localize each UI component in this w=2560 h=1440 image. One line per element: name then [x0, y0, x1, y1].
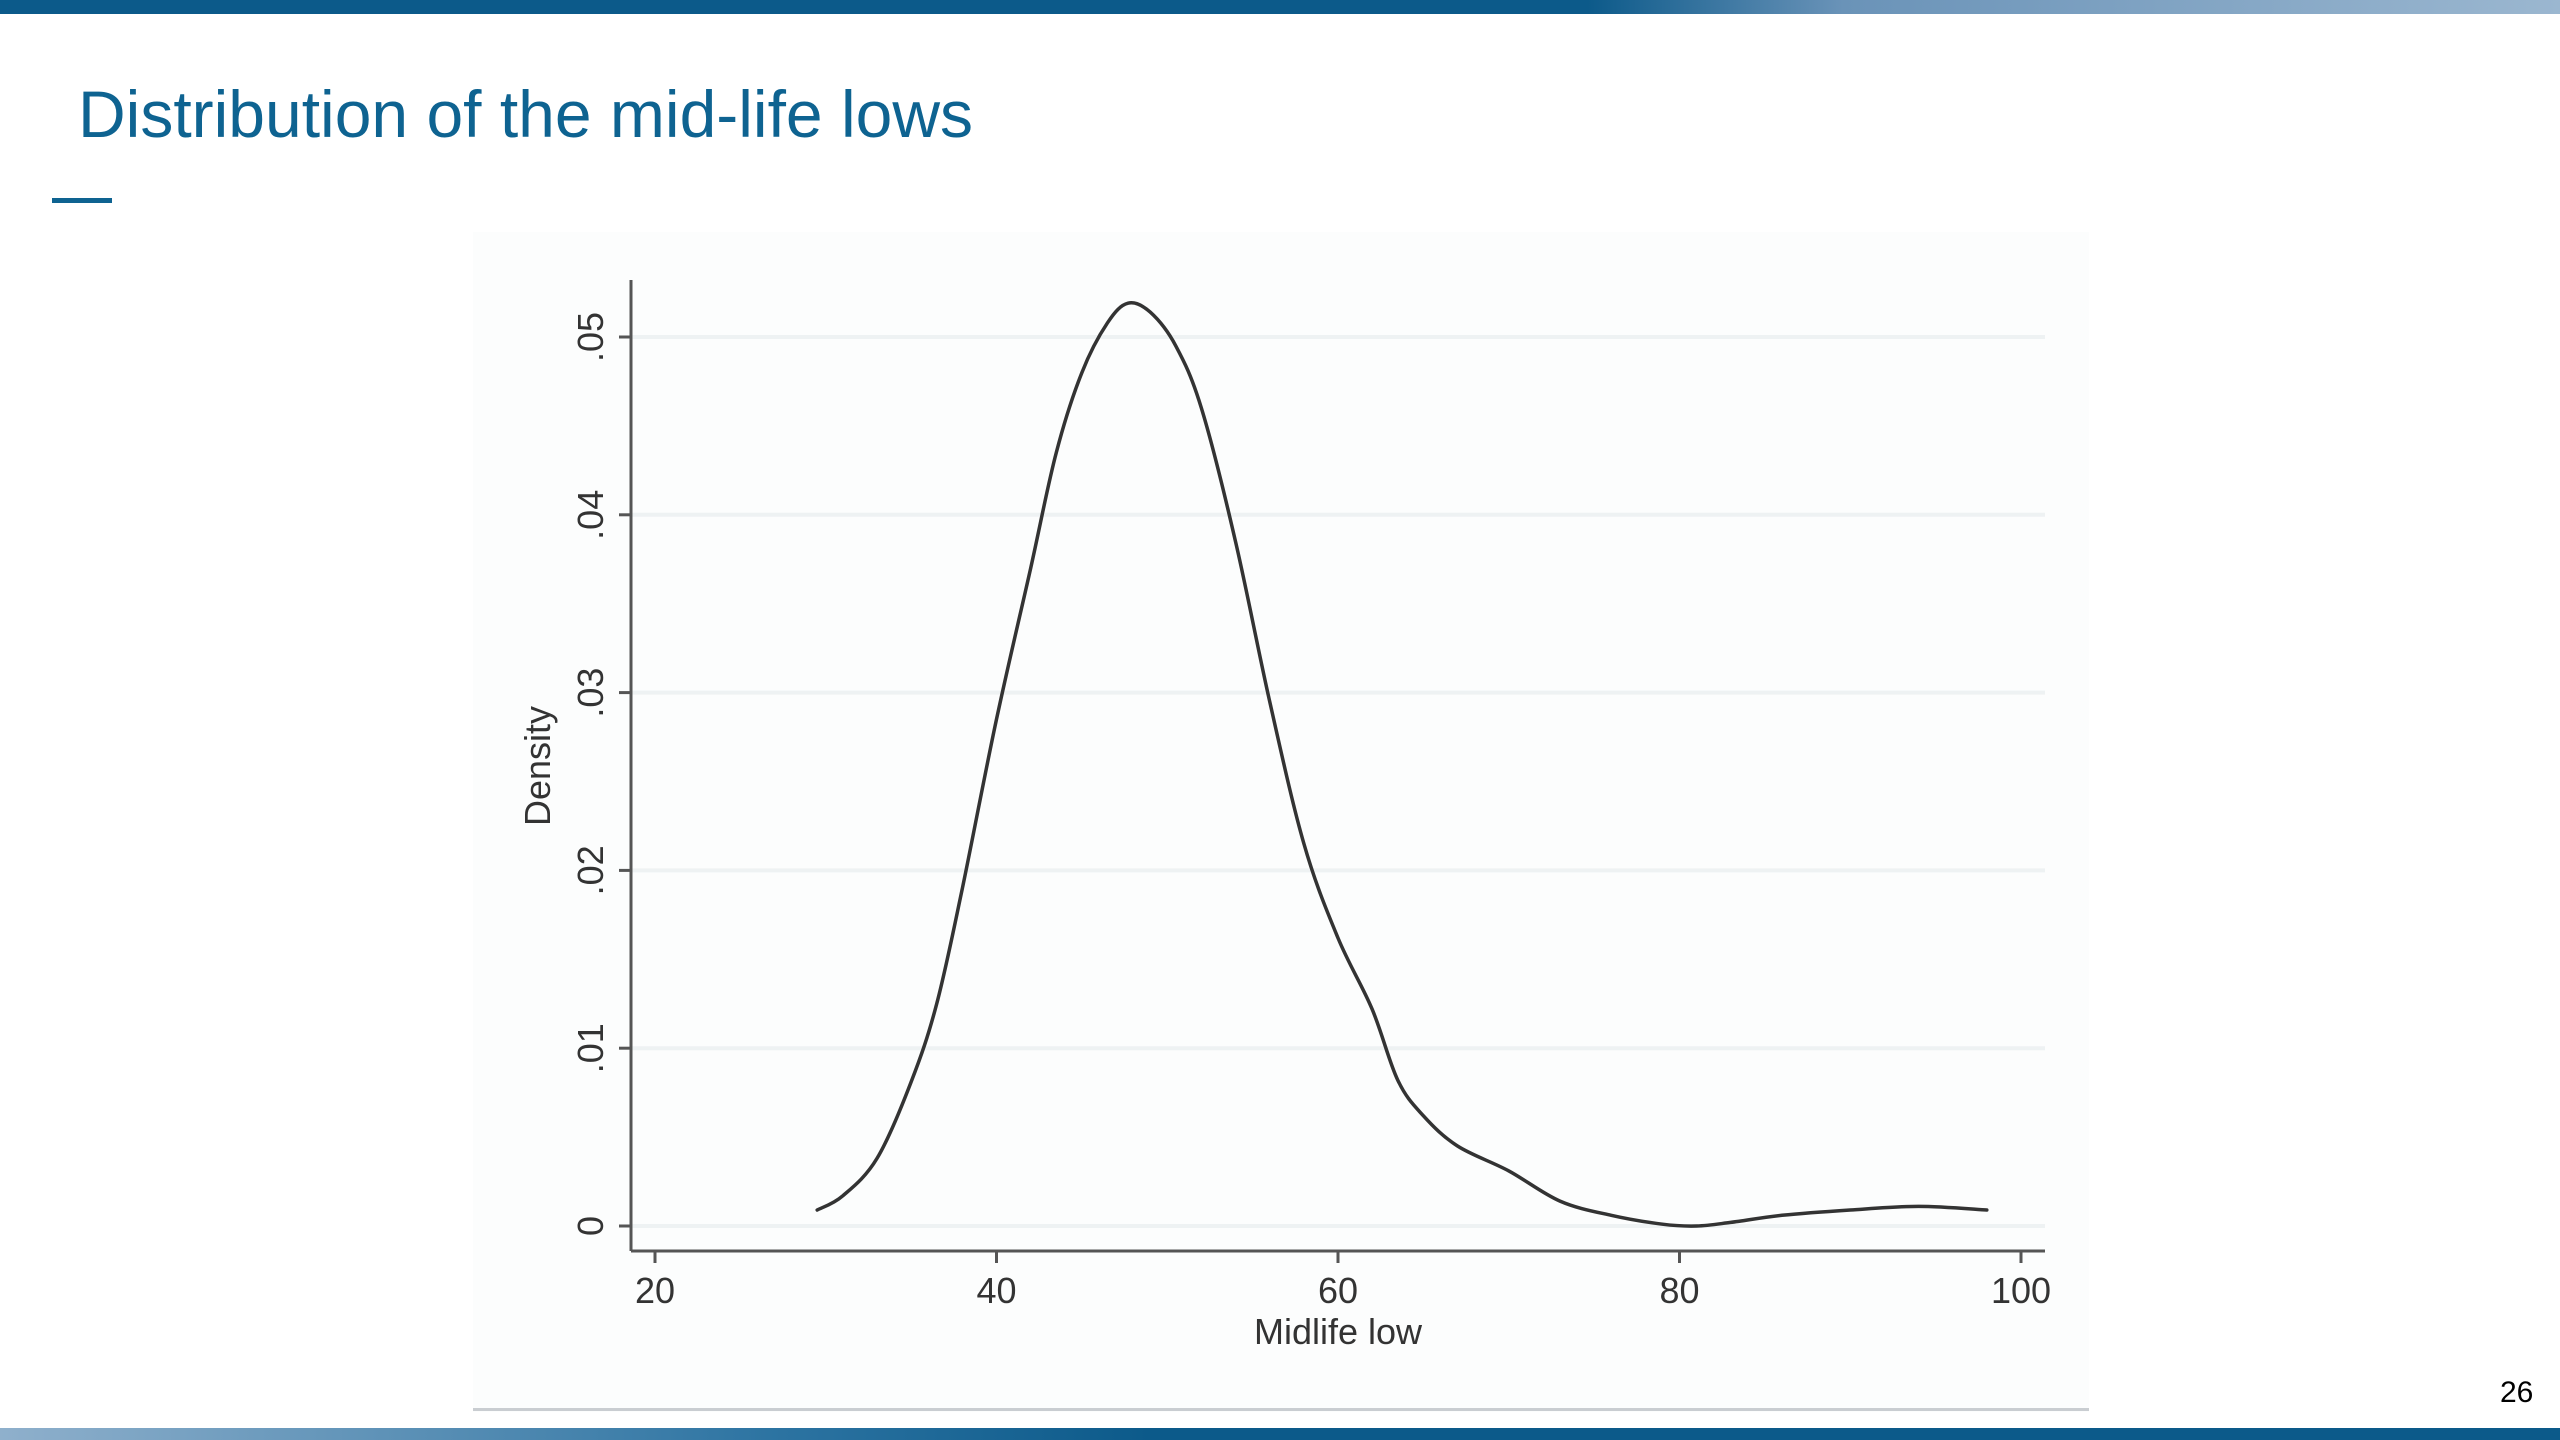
y-axis-title: Density [517, 706, 558, 826]
y-tick-label: .01 [570, 1023, 611, 1073]
chart-frame: 0 .01 .02 .03 .04 .05 20 40 60 80 100 Midlife low De… [473, 232, 2089, 1412]
x-axis-title: Midlife low [1254, 1311, 1423, 1352]
y-tick-label: 0 [570, 1216, 611, 1236]
chart-frame-border [473, 1408, 2089, 1411]
title-underline [52, 198, 112, 203]
x-tick-label: 60 [1318, 1270, 1358, 1311]
y-tick-label: .02 [570, 845, 611, 895]
y-tick-label: .04 [570, 490, 611, 540]
page-number: 26 [2500, 1376, 2534, 1409]
y-tick-label: .03 [570, 668, 611, 718]
top-accent-bar [0, 0, 2560, 14]
x-tick-label: 40 [976, 1270, 1016, 1311]
slide-title: Distribution of the mid-life lows [78, 77, 973, 151]
bottom-accent-bar [0, 1428, 2560, 1440]
x-tick-label: 20 [635, 1270, 675, 1311]
x-tick-label: 100 [1991, 1270, 2051, 1311]
density-curve [815, 301, 1989, 1228]
y-tick-label: .05 [570, 312, 611, 362]
density-chart: 0 .01 .02 .03 .04 .05 20 40 60 80 100 Midlife low De… [517, 280, 2051, 1352]
x-tick-label: 80 [1659, 1270, 1699, 1311]
